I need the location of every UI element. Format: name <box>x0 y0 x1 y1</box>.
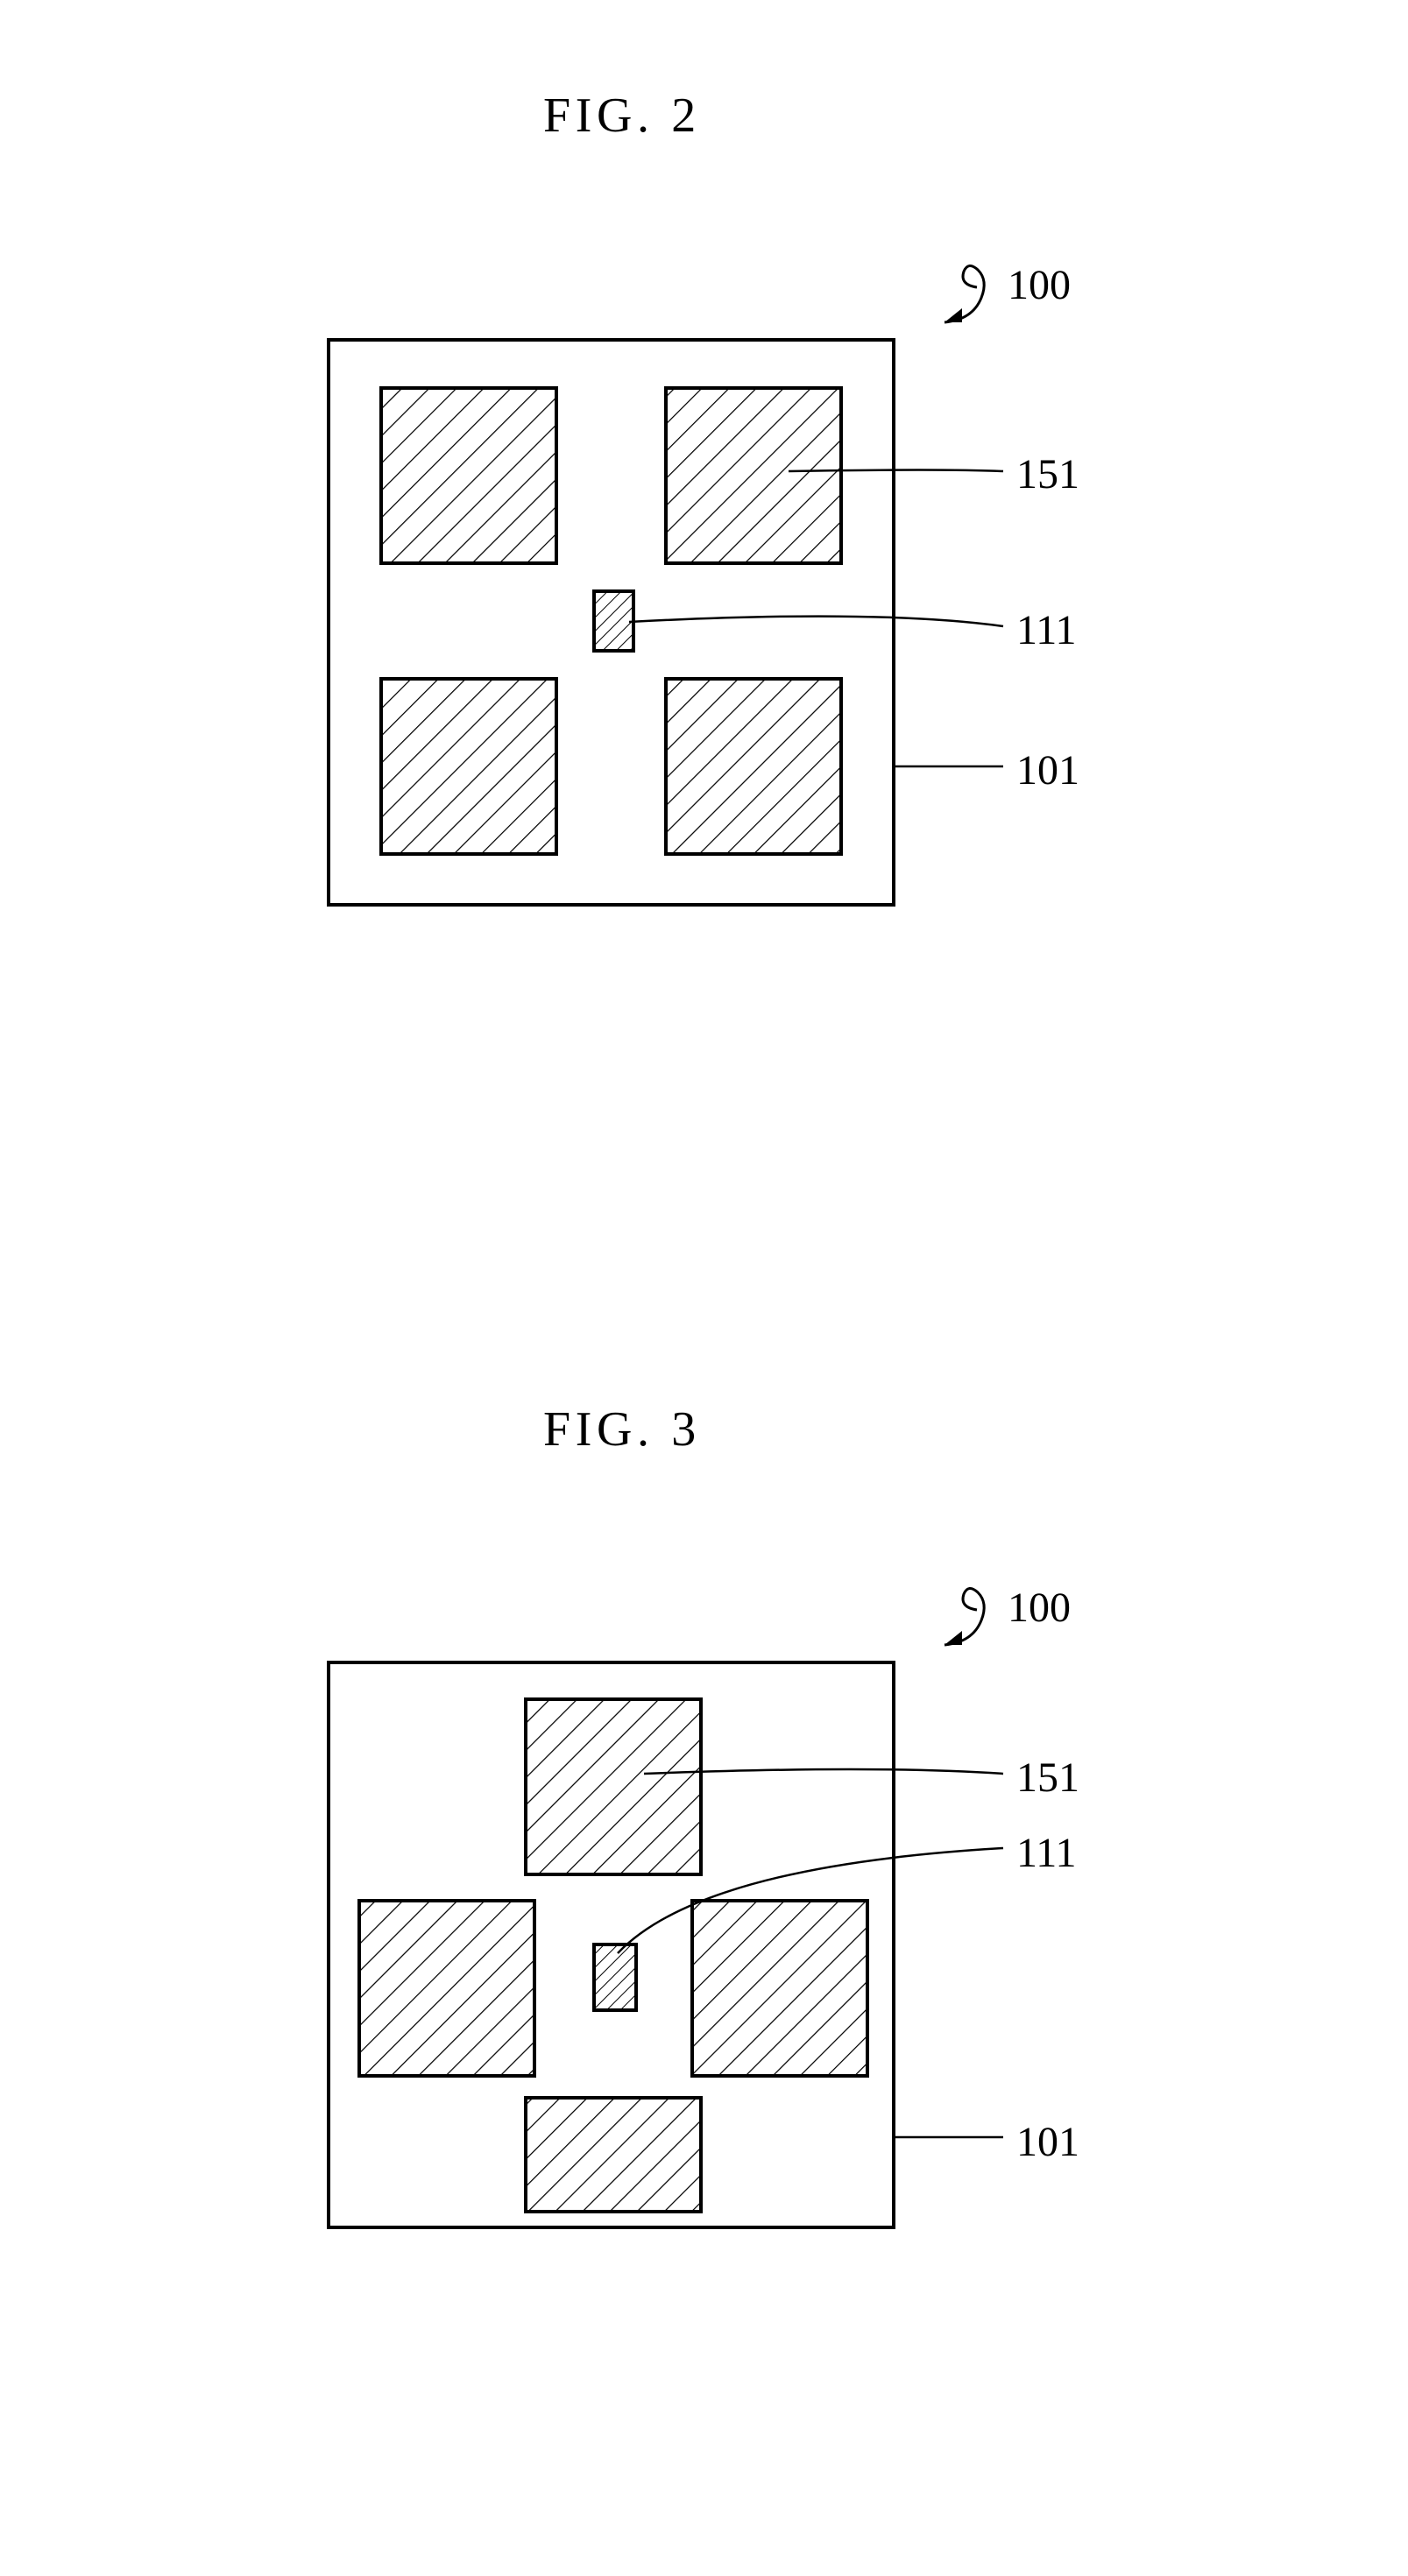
label-151-f3: 151 <box>1016 1754 1079 1802</box>
arrow-100-f3 <box>945 1588 984 1645</box>
hatched-box-151-right <box>692 1901 867 2076</box>
hatched-box-151-left <box>359 1901 534 2076</box>
label-111-f3: 111 <box>1016 1829 1076 1877</box>
hatched-box-151-tr <box>666 388 841 563</box>
label-101-f2: 101 <box>1016 746 1079 794</box>
hatched-box-151-bottom <box>526 2098 701 2212</box>
figure-3-diagram <box>263 1577 1139 2277</box>
figure-2-title: FIG. 2 <box>543 88 701 144</box>
hatched-box-151-br <box>666 679 841 854</box>
leader-151 <box>789 470 1003 472</box>
label-151-f2: 151 <box>1016 450 1079 498</box>
leader-111 <box>629 617 1003 626</box>
figure-3-title: FIG. 3 <box>543 1401 701 1457</box>
center-box-111-f3 <box>594 1944 636 2010</box>
center-box-111 <box>594 591 633 651</box>
figure-2-diagram <box>263 254 1139 955</box>
label-101-f3: 101 <box>1016 2118 1079 2166</box>
hatched-box-151-top <box>526 1699 701 1874</box>
label-100-f3: 100 <box>1008 1584 1071 1632</box>
label-111-f2: 111 <box>1016 606 1076 654</box>
label-100-f2: 100 <box>1008 261 1071 309</box>
hatched-box-151-bl <box>381 679 556 854</box>
arrow-100 <box>945 265 984 322</box>
hatched-box-151-tl <box>381 388 556 563</box>
